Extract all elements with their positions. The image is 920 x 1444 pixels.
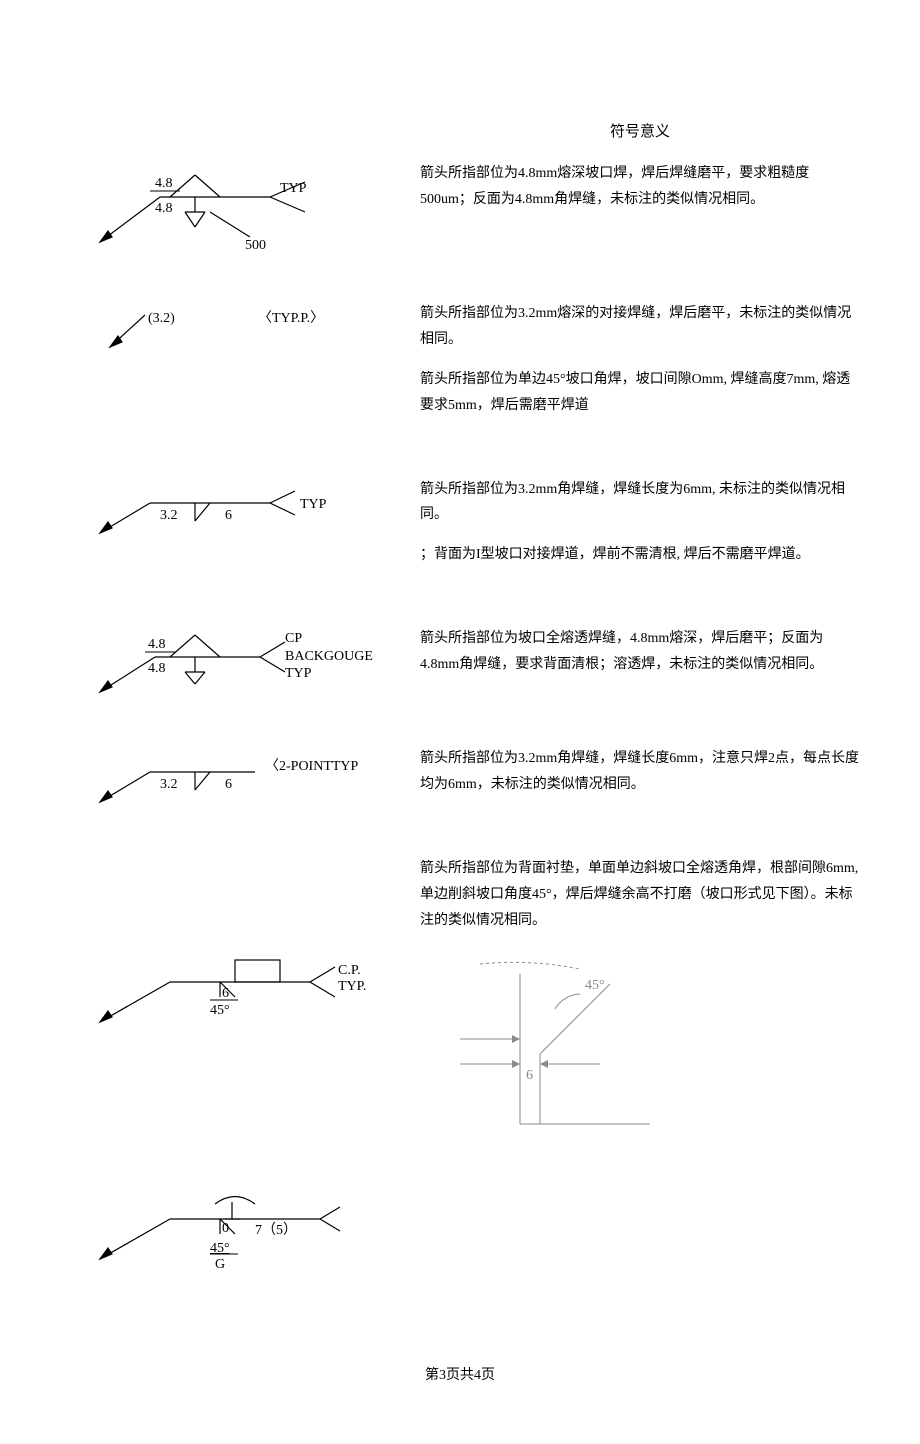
symbol-row-4: 4.8 4.8 CP BACKGOUGE TYP 箭头所指部位为坡口全熔透焊缝，… — [60, 622, 860, 702]
symbol-desc-1: 箭头所指部位为4.8mm熔深坡口焊，焊后焊缝磨平，要求粗糙度500um；反面为4… — [420, 157, 860, 227]
label-typ: TYP — [300, 497, 327, 512]
symbol-diagram-4: 4.8 4.8 CP BACKGOUGE TYP — [60, 622, 420, 702]
symbol-desc-3: 箭头所指部位为3.2mm角焊缝，焊缝长度为6mm, 未标注的类似情况相同。 ；背… — [420, 473, 860, 583]
desc-text: 箭头所指部位为3.2mm熔深的对接焊缝，焊后磨平，未标注的类似情况相同。 — [420, 301, 860, 353]
detail-diagram: 45° 6 — [420, 954, 860, 1134]
symbol-desc-4: 箭头所指部位为坡口全熔透焊缝，4.8mm熔深，焊后磨平；反面为4.8mm角焊缝，… — [420, 622, 860, 692]
symbol-desc-5: 箭头所指部位为3.2mm角焊缝，焊缝长度6mm，注意只焊2点，每点长度均为6mm… — [420, 742, 860, 812]
label-cp: C.P. — [338, 963, 361, 978]
label-typ: TYP — [280, 181, 307, 196]
label-bot: 4.8 — [148, 661, 166, 676]
symbol-desc-2: 箭头所指部位为3.2mm熔深的对接焊缝，焊后磨平，未标注的类似情况相同。 箭头所… — [420, 297, 860, 433]
desc-text: 箭头所指部位为坡口全熔透焊缝，4.8mm熔深，焊后磨平；反面为4.8mm角焊缝，… — [420, 626, 860, 678]
label-tail: 〈2-POINTTYP — [265, 758, 359, 774]
symbol-diagram-6: 6 45° C.P. TYP. — [60, 852, 420, 1042]
symbol-diagram-5: 3.2 6 〈2-POINTTYP — [60, 742, 420, 812]
label-gap: 6 — [222, 986, 229, 1001]
symbol-desc-6: 箭头所指部位为背面衬垫，单面单边斜坡口全熔透角焊，根部间隙6mm, 单边削斜坡口… — [420, 852, 860, 1134]
label-grind: G — [215, 1257, 225, 1272]
symbol-row-1: 4.8 4.8 TYP 500 箭头所指部位为4.8mm熔深坡口焊，焊后焊缝磨平… — [60, 157, 860, 257]
desc-text: 箭头所指部位为单边45°坡口角焊，坡口间隙Omm, 焊缝高度7mm, 熔透要求5… — [420, 367, 860, 419]
symbol-row-5: 3.2 6 〈2-POINTTYP 箭头所指部位为3.2mm角焊缝，焊缝长度6m… — [60, 742, 860, 812]
label-cp: CP — [285, 631, 302, 646]
label-top: 4.8 — [148, 637, 166, 652]
symbol-diagram-7: 0 7（5） 45° G — [60, 1174, 420, 1284]
page-title: 符号意义 — [420, 120, 860, 141]
label-left: 3.2 — [160, 777, 178, 792]
symbol-diagram-2: (3.2) 〈TYP.P.〉 — [60, 297, 420, 357]
desc-text: 箭头所指部位为背面衬垫，单面单边斜坡口全熔透角焊，根部间隙6mm, 单边削斜坡口… — [420, 856, 860, 934]
symbol-row-6: 6 45° C.P. TYP. 箭头所指部位为背面衬垫，单面单边斜坡口全熔透角焊… — [60, 852, 860, 1134]
label-typ: TYP — [285, 666, 312, 681]
detail-gap: 6 — [526, 1068, 533, 1083]
label-bg: BACKGOUGE — [285, 649, 373, 664]
label-mid: (3.2) — [148, 311, 175, 326]
label-angle: 45° — [210, 1003, 230, 1018]
label-extra: 500 — [245, 238, 266, 253]
label-right: 6 — [225, 777, 232, 792]
symbol-diagram-1: 4.8 4.8 TYP 500 — [60, 157, 420, 257]
detail-angle: 45° — [585, 978, 605, 993]
desc-text: 箭头所指部位为3.2mm角焊缝，焊缝长度为6mm, 未标注的类似情况相同。 — [420, 477, 860, 529]
label-gap: 0 — [222, 1221, 229, 1236]
label-typ: TYP. — [338, 979, 366, 994]
label-left: 3.2 — [160, 508, 178, 523]
symbol-desc-7 — [420, 1174, 860, 1178]
label-top: 4.8 — [155, 176, 173, 191]
label-main: 7（5） — [255, 1222, 297, 1238]
symbol-row-2: (3.2) 〈TYP.P.〉 箭头所指部位为3.2mm熔深的对接焊缝，焊后磨平，… — [60, 297, 860, 433]
desc-text: ；背面为I型坡口对接焊道，焊前不需清根, 焊后不需磨平焊道。 — [420, 542, 860, 568]
label-typ: 〈TYP.P.〉 — [258, 310, 324, 326]
label-bot: 4.8 — [155, 201, 173, 216]
symbol-diagram-3: 3.2 6 TYP — [60, 473, 420, 543]
desc-text: 箭头所指部位为3.2mm角焊缝，焊缝长度6mm，注意只焊2点，每点长度均为6mm… — [420, 746, 860, 798]
symbol-row-7: 0 7（5） 45° G — [60, 1174, 860, 1284]
desc-text: 箭头所指部位为4.8mm熔深坡口焊，焊后焊缝磨平，要求粗糙度500um；反面为4… — [420, 161, 860, 213]
label-right: 6 — [225, 508, 232, 523]
page-footer: 第3页共4页 — [60, 1364, 860, 1384]
symbol-row-3: 3.2 6 TYP 箭头所指部位为3.2mm角焊缝，焊缝长度为6mm, 未标注的… — [60, 473, 860, 583]
